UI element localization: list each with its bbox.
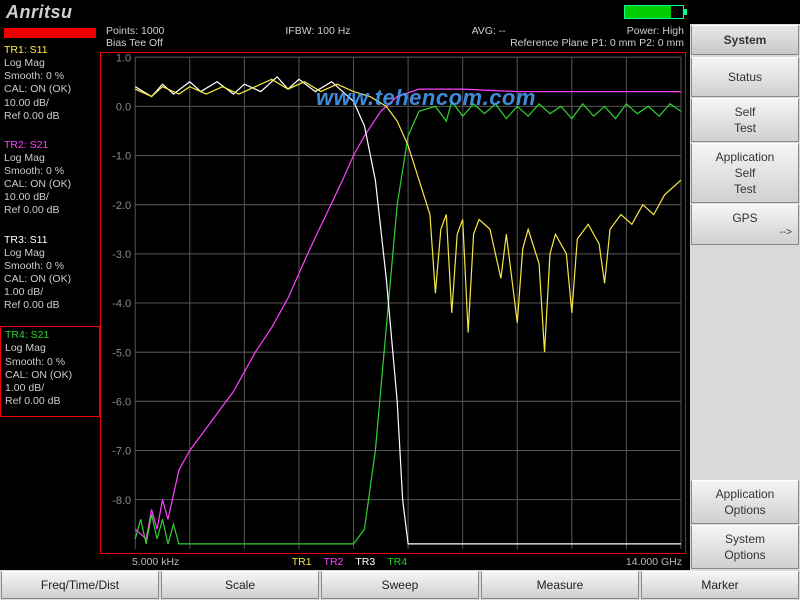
footer-trace-label: TR4 bbox=[387, 556, 407, 568]
softkey-label: Application bbox=[694, 487, 796, 501]
trace-info-line: 10.00 dB/ bbox=[4, 97, 96, 110]
trace-info-tr3[interactable]: TR3: S11Log MagSmooth: 0 %CAL: ON (OK)1.… bbox=[0, 232, 100, 321]
bottomkey-marker[interactable]: Marker bbox=[641, 571, 799, 599]
softkey-label: Options bbox=[694, 503, 796, 517]
freq-end: 14.000 GHz bbox=[626, 556, 682, 568]
softkey-2[interactable]: Application Self Test bbox=[691, 143, 799, 203]
svg-text:-6.0: -6.0 bbox=[112, 396, 131, 408]
bottomkey-freq-time-dist[interactable]: Freq/Time/Dist bbox=[1, 571, 159, 599]
trace-footer-labels: TR1 TR2 TR3 TR4 bbox=[286, 556, 413, 568]
softkey-label: Self bbox=[694, 166, 796, 180]
trace-info-line: Log Mag bbox=[4, 247, 96, 260]
trace-info-line: Ref 0.00 dB bbox=[4, 204, 96, 217]
softkey-1[interactable]: Self Test bbox=[691, 98, 799, 142]
trace-info-line: Ref 0.00 dB bbox=[5, 395, 95, 408]
bias-label: Bias Tee Off bbox=[106, 37, 163, 49]
plot-footer: 5.000 kHz TR1 TR2 TR3 TR4 14.000 GHz bbox=[100, 554, 690, 570]
active-indicator bbox=[4, 28, 96, 38]
softkey-label: Test bbox=[694, 182, 796, 196]
top-bar: Anritsu bbox=[0, 0, 800, 24]
trace-info-tr1[interactable]: TR1: S11Log MagSmooth: 0 %CAL: ON (OK)10… bbox=[0, 42, 100, 131]
bottom-bar: Freq/Time/DistScaleSweepMeasureMarker bbox=[0, 570, 800, 600]
svg-text:-7.0: -7.0 bbox=[112, 446, 131, 458]
softkey-bottom-1[interactable]: System Options bbox=[691, 525, 799, 569]
trace-info-line: Smooth: 0 % bbox=[4, 70, 96, 83]
softkey-label: Self bbox=[694, 105, 796, 119]
bottomkey-scale[interactable]: Scale bbox=[161, 571, 319, 599]
refplane-label: Reference Plane P1: 0 mm P2: 0 mm bbox=[510, 37, 684, 49]
svg-text:-2.0: -2.0 bbox=[112, 200, 131, 212]
trace-info-line: TR4: S21 bbox=[5, 329, 95, 342]
softkey-column: System Status Self Test Application Self Test… bbox=[690, 24, 800, 570]
trace-info-line: 10.00 dB/ bbox=[4, 191, 96, 204]
softkey-label: System bbox=[694, 532, 796, 546]
battery-icon bbox=[624, 5, 684, 19]
svg-text:1.0: 1.0 bbox=[116, 53, 131, 64]
arrow-icon: --> bbox=[694, 227, 796, 238]
svg-text:-5.0: -5.0 bbox=[112, 347, 131, 359]
softkey-label: Application bbox=[694, 150, 796, 164]
plot-svg: 1.0 0.0 -1.0 -2.0 -3.0 -4.0 -5.0 -6.0 -7.0 -8.0 bbox=[101, 53, 685, 553]
trace-info-line: 1.00 dB/ bbox=[5, 382, 95, 395]
plot-wrap: Points: 1000 IFBW: 100 Hz AVG: -- Power:… bbox=[100, 24, 690, 570]
power-label: Power: High bbox=[627, 25, 684, 37]
svg-text:0.0: 0.0 bbox=[116, 101, 131, 113]
svg-text:-3.0: -3.0 bbox=[112, 249, 131, 261]
softkey-label: Test bbox=[694, 121, 796, 135]
brand-logo: Anritsu bbox=[6, 2, 73, 23]
footer-trace-label: TR3 bbox=[355, 556, 375, 568]
trace-info-tr4[interactable]: TR4: S21Log MagSmooth: 0 %CAL: ON (OK)1.… bbox=[0, 326, 100, 417]
softkey-label: Options bbox=[694, 548, 796, 562]
softkey-spacer bbox=[690, 246, 800, 479]
trace-info-line: TR3: S11 bbox=[4, 234, 96, 247]
footer-trace-label: TR2 bbox=[324, 556, 344, 568]
softkey-bottom-0[interactable]: Application Options bbox=[691, 480, 799, 524]
trace-info-line: CAL: ON (OK) bbox=[4, 273, 96, 286]
footer-trace-label: TR1 bbox=[292, 556, 312, 568]
freq-start: 5.000 kHz bbox=[132, 556, 179, 568]
softkey-header[interactable]: System bbox=[691, 25, 799, 55]
softkey-header-label: System bbox=[694, 33, 796, 47]
trace-info-line: 1.00 dB/ bbox=[4, 286, 96, 299]
svg-text:-4.0: -4.0 bbox=[112, 298, 131, 310]
trace-info-line: Log Mag bbox=[5, 342, 95, 355]
trace-info-line: Log Mag bbox=[4, 152, 96, 165]
avg-label: AVG: -- bbox=[472, 25, 506, 37]
softkey-label: Status bbox=[694, 70, 796, 84]
trace-info-line: Log Mag bbox=[4, 57, 96, 70]
trace-info-line: TR1: S11 bbox=[4, 44, 96, 57]
trace-info-line: Smooth: 0 % bbox=[4, 260, 96, 273]
svg-text:-1.0: -1.0 bbox=[112, 151, 131, 163]
trace-info-line: Ref 0.00 dB bbox=[4, 299, 96, 312]
softkey-label: GPS bbox=[694, 211, 796, 225]
trace-info-column: TR1: S11Log MagSmooth: 0 %CAL: ON (OK)10… bbox=[0, 24, 100, 570]
bottomkey-sweep[interactable]: Sweep bbox=[321, 571, 479, 599]
bottomkey-measure[interactable]: Measure bbox=[481, 571, 639, 599]
main-area: TR1: S11Log MagSmooth: 0 %CAL: ON (OK)10… bbox=[0, 24, 800, 570]
trace-info-line: Smooth: 0 % bbox=[5, 356, 95, 369]
trace-info-line: CAL: ON (OK) bbox=[4, 83, 96, 96]
battery-fill bbox=[625, 6, 671, 18]
softkey-3[interactable]: GPS --> bbox=[691, 204, 799, 245]
svg-text:-8.0: -8.0 bbox=[112, 495, 131, 507]
trace-info-line: TR2: S21 bbox=[4, 139, 96, 152]
softkey-0[interactable]: Status bbox=[691, 57, 799, 97]
plot-area[interactable]: www.tehencom.com 1.00.0-1.0-2.0-3.0-4.0-… bbox=[100, 52, 686, 554]
trace-info-tr2[interactable]: TR2: S21Log MagSmooth: 0 %CAL: ON (OK)10… bbox=[0, 137, 100, 226]
trace-info-line: CAL: ON (OK) bbox=[4, 178, 96, 191]
points-label: Points: 1000 bbox=[106, 25, 164, 37]
trace-info-line: Smooth: 0 % bbox=[4, 165, 96, 178]
plot-header: Points: 1000 IFBW: 100 Hz AVG: -- Power:… bbox=[100, 24, 690, 52]
trace-info-line: CAL: ON (OK) bbox=[5, 369, 95, 382]
ifbw-label: IFBW: 100 Hz bbox=[285, 25, 350, 37]
trace-info-line: Ref 0.00 dB bbox=[4, 110, 96, 123]
